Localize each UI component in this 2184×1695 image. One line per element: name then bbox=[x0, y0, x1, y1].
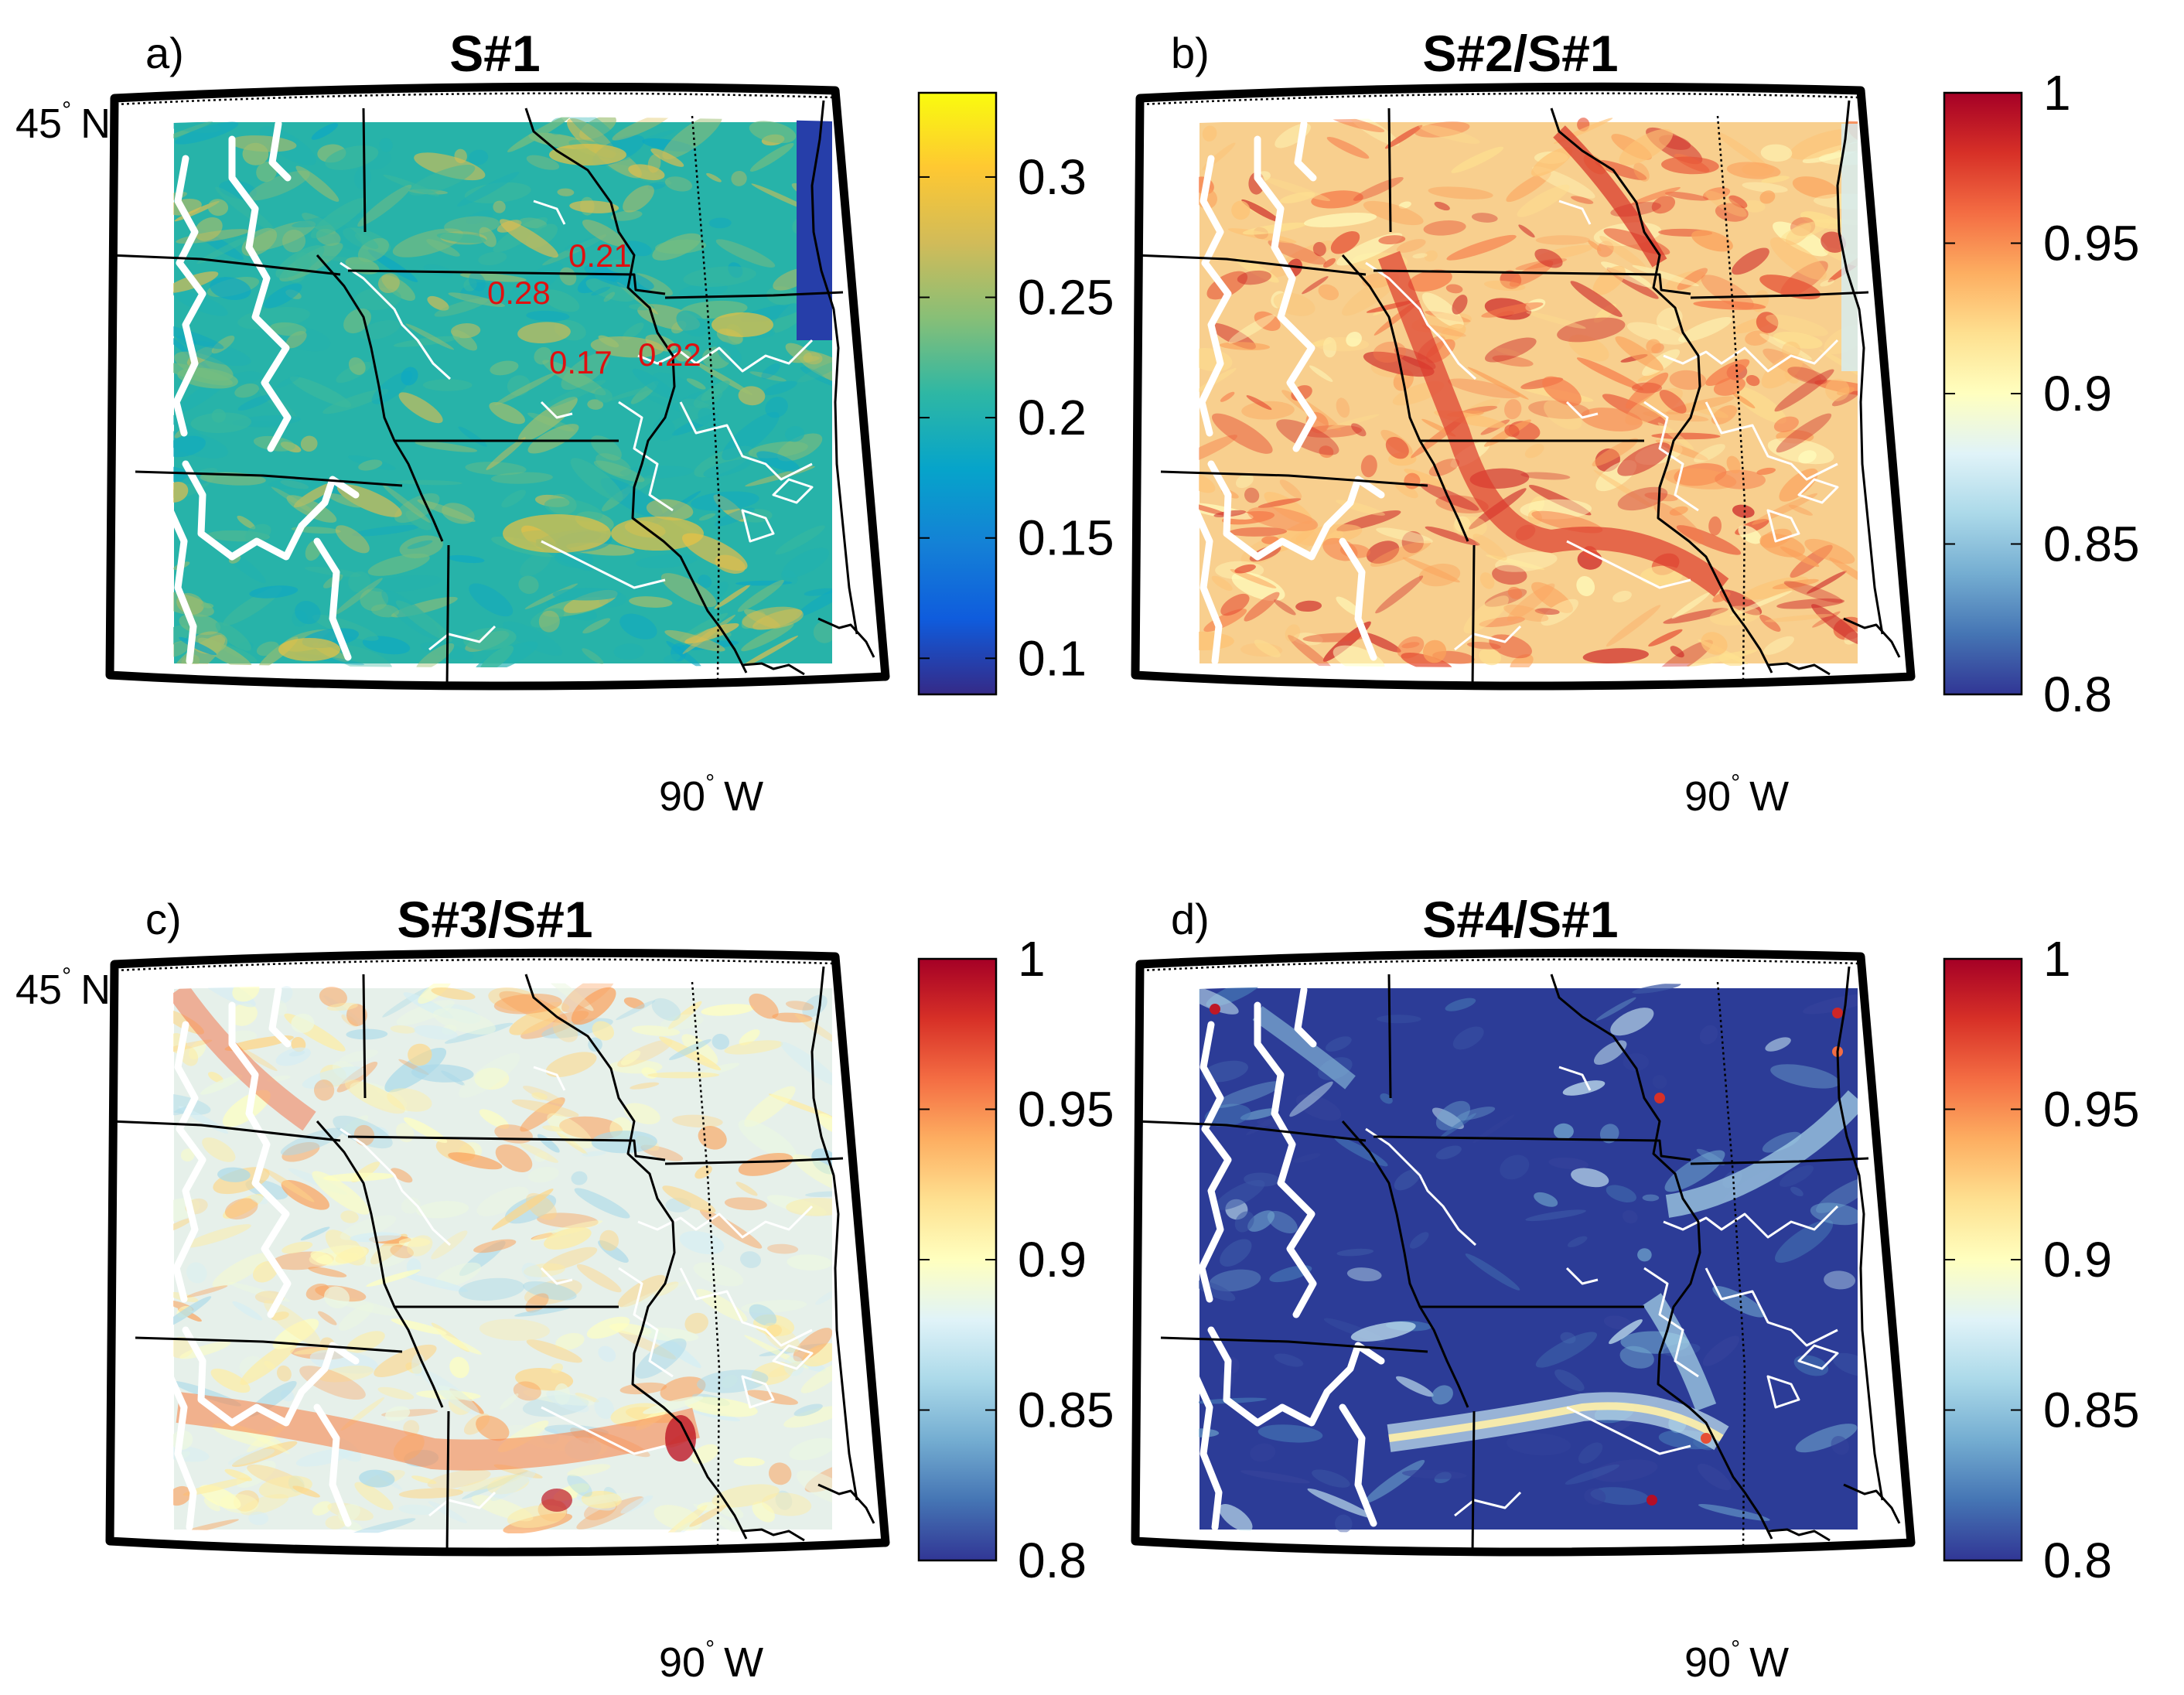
colorbar-tick-label: 0.95 bbox=[2043, 1082, 2140, 1137]
longitude-label: 90° W bbox=[1684, 770, 1789, 820]
latitude-label: 45° N bbox=[15, 963, 111, 1013]
panel-title: S#1 bbox=[449, 25, 540, 82]
colorbar-tick-label: 0.8 bbox=[1018, 1533, 1087, 1588]
value-annotation: 0.17 bbox=[549, 344, 613, 380]
colorbar-gradient bbox=[917, 91, 998, 696]
latitude-label: 45° N bbox=[15, 97, 111, 147]
colorbar-gradient bbox=[1943, 91, 2023, 696]
colorbar-tick-label: 0.9 bbox=[1018, 1232, 1087, 1287]
map-texture bbox=[173, 117, 834, 667]
map-data-field bbox=[1199, 117, 1859, 667]
lake-region bbox=[797, 117, 834, 340]
colorbar-tick-label: 0.25 bbox=[1018, 270, 1114, 326]
colorbar: 0.1 0.15 0.2 0.25 0.3 bbox=[917, 91, 1114, 696]
colorbar: 0.8 0.85 0.9 0.95 1 bbox=[917, 931, 1114, 1588]
colorbar-tick-label: 0.1 bbox=[1018, 630, 1087, 686]
state-borders bbox=[1135, 958, 1901, 1555]
map-frame bbox=[105, 948, 890, 1557]
colorbar-tick-label: 0.2 bbox=[1018, 390, 1087, 445]
colorbar-tick-label: 1 bbox=[2043, 65, 2071, 121]
white-contours bbox=[1199, 986, 1839, 1531]
map-frame bbox=[105, 82, 890, 691]
colorbar-tick-label: 0.85 bbox=[2043, 1383, 2140, 1438]
panel-d: d) S#4/S#1 90° W 0.8 0.85 0.9 0.95 1 bbox=[1131, 891, 2140, 1686]
colorbar: 0.8 0.85 0.9 0.95 1 bbox=[1943, 931, 2140, 1588]
value-annotation: 0.21 bbox=[568, 237, 632, 274]
panel-title: S#2/S#1 bbox=[1422, 25, 1618, 82]
colorbar-tick-label: 1 bbox=[2043, 931, 2071, 987]
panel-c: c) S#3/S#1 45° N 90° W 0.8 0.85 0.9 0.95 1 bbox=[15, 891, 1114, 1686]
longitude-label: 90° W bbox=[1684, 1636, 1789, 1686]
panel-letter: b) bbox=[1171, 29, 1210, 77]
colorbar-tick-label: 0.3 bbox=[1018, 149, 1087, 205]
colorbar-tick-label: 0.9 bbox=[2043, 1232, 2112, 1287]
colorbar-tick-label: 0.85 bbox=[1018, 1383, 1114, 1438]
state-borders bbox=[109, 958, 875, 1555]
white-contours bbox=[1199, 120, 1839, 665]
colorbar-tick-label: 0.85 bbox=[2043, 517, 2140, 572]
panel-letter: a) bbox=[145, 29, 184, 77]
map-base-fill bbox=[174, 122, 834, 663]
panel-b: b) S#2/S#1 90° W 0.8 0.85 0.9 0.95 1 bbox=[1131, 25, 2140, 820]
colorbar-tick-label: 0.8 bbox=[2043, 1533, 2112, 1588]
colorbar: 0.8 0.85 0.9 0.95 1 bbox=[1943, 65, 2140, 722]
map-frame bbox=[1131, 82, 1916, 691]
panel-letter: c) bbox=[145, 895, 182, 943]
panel-title: S#4/S#1 bbox=[1422, 891, 1618, 948]
map-data-field bbox=[173, 983, 834, 1533]
colorbar-tick-label: 0.95 bbox=[2043, 216, 2140, 271]
colorbar-gradient bbox=[917, 957, 998, 1562]
panel-letter: d) bbox=[1171, 895, 1210, 943]
panel-title: S#3/S#1 bbox=[397, 891, 592, 948]
map-data-field bbox=[173, 117, 834, 667]
colorbar-tick-label: 0.15 bbox=[1018, 510, 1114, 566]
longitude-label: 90° W bbox=[659, 1636, 763, 1686]
white-contours bbox=[173, 986, 814, 1531]
white-contours bbox=[173, 120, 814, 665]
value-annotation: 0.22 bbox=[638, 336, 701, 373]
map-texture bbox=[1199, 117, 1859, 667]
value-annotation: 0.28 bbox=[487, 275, 551, 311]
colorbar-tick-label: 0.8 bbox=[2043, 667, 2112, 722]
colorbar-gradient bbox=[1943, 957, 2023, 1562]
map-frame bbox=[1131, 948, 1916, 1557]
colorbar-tick-label: 0.9 bbox=[2043, 366, 2112, 421]
longitude-label: 90° W bbox=[659, 770, 763, 820]
state-borders bbox=[109, 92, 875, 689]
map-data-field bbox=[1199, 983, 1859, 1533]
colorbar-tick-label: 0.95 bbox=[1018, 1082, 1114, 1137]
colorbar-tick-label: 1 bbox=[1018, 931, 1046, 987]
state-borders bbox=[1135, 92, 1901, 689]
